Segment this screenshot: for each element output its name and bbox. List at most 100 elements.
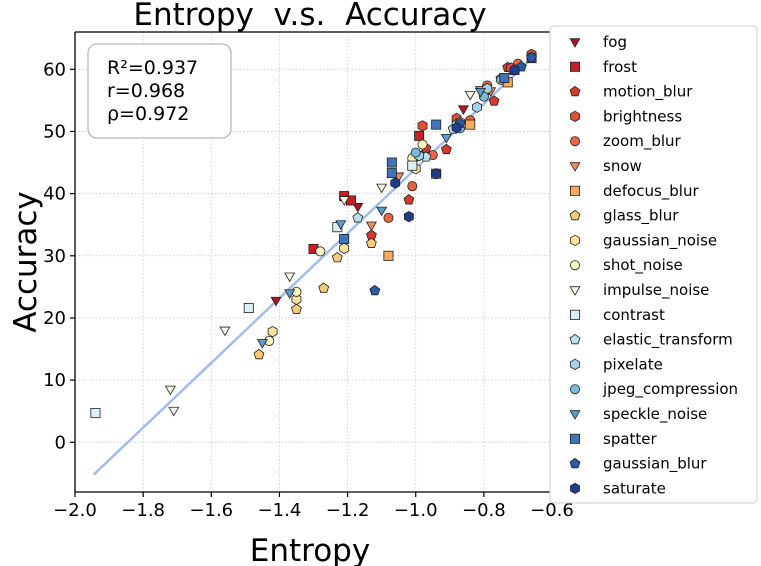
data-point (352, 202, 364, 213)
x-tick-label: −1.6 (189, 500, 233, 521)
data-point (291, 293, 302, 305)
legend-marker (569, 209, 581, 221)
legend-marker (570, 61, 581, 72)
data-point (472, 101, 482, 113)
y-tick-label: 10 (43, 370, 66, 391)
series-gaussian_blur (369, 51, 537, 296)
data-point (338, 196, 350, 206)
data-point (383, 212, 394, 223)
data-point (488, 95, 500, 106)
legend-marker (569, 333, 581, 345)
data-point (331, 251, 343, 263)
legend-marker (569, 286, 581, 296)
data-point (403, 194, 415, 205)
legend: fog frost motion_blur brightness zoom_blursn… (549, 25, 758, 504)
data-point (243, 302, 254, 313)
data-point (315, 246, 326, 257)
legend-marker (570, 234, 580, 247)
data-point (431, 168, 442, 180)
legend-label: impulse_noise (603, 281, 709, 300)
data-point (365, 221, 377, 232)
data-point (414, 130, 425, 141)
legend-label: elastic_transform (603, 331, 733, 350)
stats-box (87, 43, 232, 139)
legend-label: contrast (603, 306, 665, 324)
legend-label: zoom_blur (603, 132, 682, 151)
data-point (267, 325, 278, 338)
data-point (499, 73, 510, 84)
legend-marker (570, 482, 580, 495)
data-point (407, 181, 418, 192)
legend-marker (570, 260, 581, 271)
data-point (390, 177, 401, 189)
legend-label: gaussian_noise (603, 231, 717, 250)
series-speckle_noise (256, 87, 486, 349)
legend-label: frost (603, 58, 637, 76)
data-point (410, 147, 421, 158)
x-tick-label: −0.6 (530, 500, 574, 521)
stat-text: r=0.968 (107, 80, 185, 102)
data-point (526, 51, 537, 63)
x-tick-label: −1.4 (258, 500, 302, 521)
data-point (403, 210, 414, 223)
y-tick-label: 40 (43, 184, 66, 205)
x-tick-label: −1.8 (121, 500, 165, 521)
legend-marker (569, 410, 581, 420)
legend-frame (549, 25, 758, 504)
data-point (386, 157, 397, 168)
data-point (431, 119, 442, 130)
y-tick-label: 30 (43, 246, 66, 267)
legend-marker (569, 85, 581, 97)
legend-label: defocus_blur (603, 182, 699, 201)
legend-marker (569, 162, 581, 172)
data-point (291, 303, 302, 314)
data-point (465, 119, 476, 130)
legend-marker (570, 384, 581, 395)
data-point (90, 408, 101, 419)
data-point (417, 139, 428, 150)
data-point (440, 133, 452, 144)
series-contrast (90, 160, 418, 419)
x-tick-label: −2.0 (53, 500, 97, 521)
data-point (219, 326, 231, 337)
legend-marker (569, 457, 581, 469)
legend-marker (570, 433, 581, 444)
data-point (383, 250, 394, 261)
x-axis-label: Entropy (250, 533, 370, 566)
data-point (318, 282, 330, 293)
data-point (376, 183, 388, 194)
y-tick-label: 0 (55, 432, 66, 453)
stat-text: R²=0.937 (107, 57, 198, 79)
x-tick-label: −1.0 (394, 500, 438, 521)
legend-label: jpeg_compression (602, 380, 738, 399)
legend-label: snow (603, 157, 642, 175)
legend-label: motion_blur (603, 83, 693, 102)
data-point (386, 168, 397, 179)
data-point (168, 406, 180, 417)
data-point (253, 348, 265, 360)
data-point (164, 385, 176, 396)
series-saturate (390, 64, 520, 223)
legend-label: spatter (603, 430, 658, 448)
legend-label: fog (603, 33, 627, 51)
legend-marker (570, 136, 581, 147)
data-point (376, 206, 388, 217)
legend-label: brightness (603, 107, 682, 125)
data-point (474, 87, 486, 98)
data-point (407, 160, 418, 171)
data-point (284, 289, 296, 299)
legend-marker (569, 38, 581, 48)
y-tick-label: 20 (43, 308, 66, 329)
data-point (440, 143, 452, 155)
x-tick-label: −1.2 (326, 500, 370, 521)
y-tick-label: 60 (43, 59, 66, 80)
legend-marker (570, 185, 581, 196)
stat-text: ρ=0.972 (107, 103, 189, 125)
legend-label: pixelate (603, 355, 663, 373)
series-glass_blur (253, 237, 377, 360)
data-point (509, 64, 520, 76)
legend-marker (570, 110, 580, 123)
data-point (366, 237, 377, 248)
y-axis-label: Accuracy (8, 191, 44, 333)
